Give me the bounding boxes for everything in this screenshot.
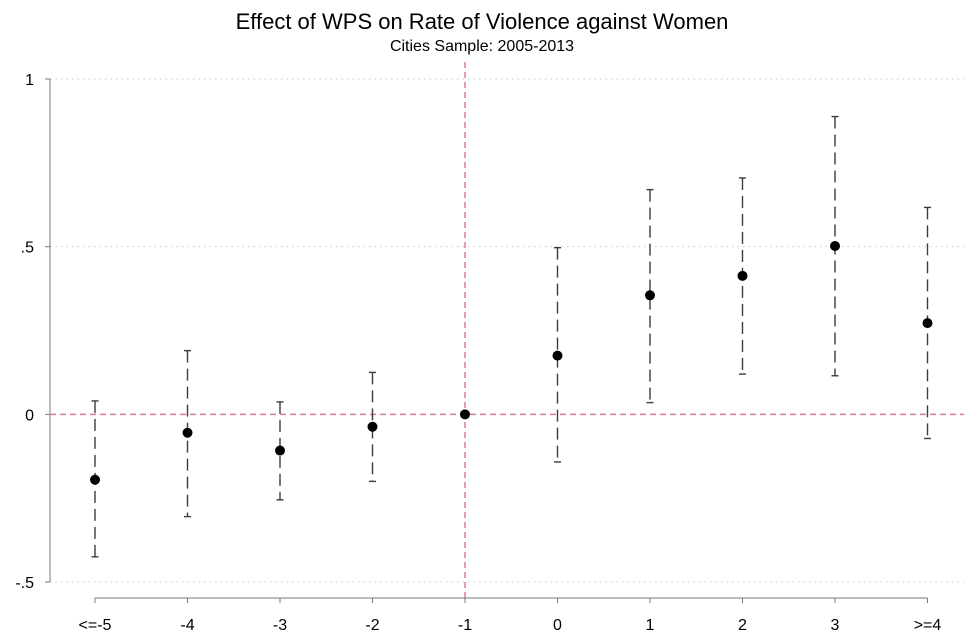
data-point bbox=[367, 421, 378, 432]
data-point bbox=[182, 427, 193, 438]
y-tick-label: 0 bbox=[25, 407, 34, 424]
data-point bbox=[460, 409, 470, 420]
x-tick-label: >=4 bbox=[914, 617, 942, 634]
x-tick-label: <=-5 bbox=[79, 617, 112, 634]
data-point bbox=[737, 270, 748, 281]
x-tick-label: -3 bbox=[273, 617, 287, 634]
data-point bbox=[922, 318, 933, 329]
y-tick-label: 1 bbox=[25, 72, 34, 89]
data-point bbox=[830, 240, 840, 251]
data-point bbox=[90, 474, 100, 485]
data-point bbox=[275, 445, 285, 456]
x-tick-label: -2 bbox=[365, 617, 379, 634]
y-tick-label: -.5 bbox=[15, 575, 34, 592]
chart-subtitle: Cities Sample: 2005-2013 bbox=[389, 38, 575, 55]
x-tick-label: 1 bbox=[646, 617, 655, 634]
x-tick-label: -4 bbox=[180, 617, 194, 634]
x-tick-label: 0 bbox=[553, 617, 562, 634]
chart-title: Effect of WPS on Rate of Violence agains… bbox=[235, 9, 729, 34]
x-tick-label: -1 bbox=[458, 617, 472, 634]
data-point bbox=[552, 350, 563, 361]
x-tick-label: 3 bbox=[831, 617, 840, 634]
data-point bbox=[645, 290, 655, 301]
y-tick-label: .5 bbox=[21, 240, 34, 257]
x-tick-label: 2 bbox=[738, 617, 747, 634]
